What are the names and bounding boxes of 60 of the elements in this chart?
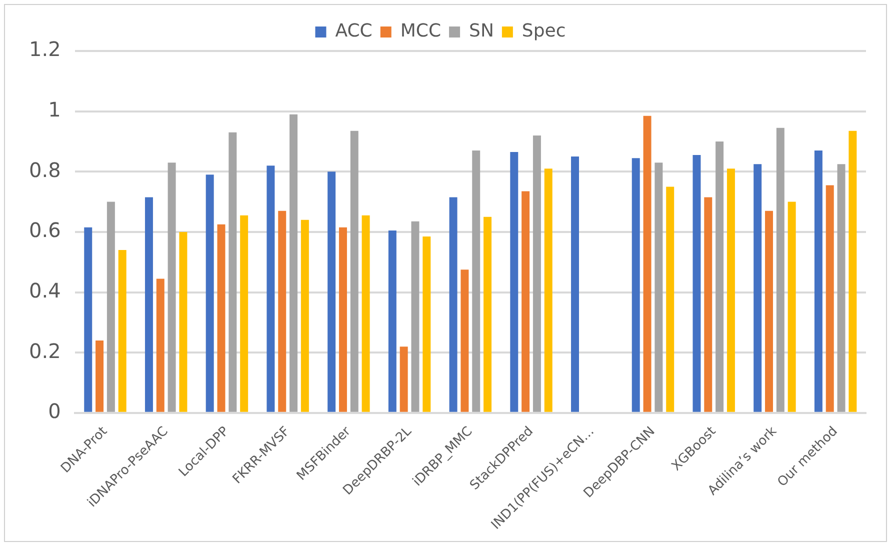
y-tick-label: 0.4 (28, 278, 61, 302)
bar (837, 164, 846, 412)
bar (643, 116, 652, 412)
bar (156, 278, 164, 412)
bar (472, 150, 480, 412)
bar (666, 186, 674, 412)
bar (704, 197, 712, 412)
bar (654, 162, 663, 412)
bar (776, 128, 784, 412)
bar (362, 215, 370, 412)
legend-label: SN (469, 20, 494, 42)
bar (84, 227, 92, 412)
bar (411, 221, 420, 412)
bar (350, 130, 358, 412)
bar (765, 210, 773, 412)
bar (788, 202, 796, 412)
legend-label: MCC (400, 20, 442, 42)
bar (726, 168, 735, 412)
y-tick-label: 1.2 (28, 37, 61, 62)
bar (422, 236, 431, 412)
bar (228, 132, 237, 412)
bar (544, 168, 552, 412)
y-tick-label: 0 (48, 399, 61, 424)
bar (522, 191, 530, 412)
bar (460, 270, 469, 412)
bar (266, 166, 275, 412)
bar (118, 250, 126, 412)
bar (692, 155, 701, 412)
bar (400, 346, 408, 412)
y-tick-label: 0.8 (28, 158, 61, 182)
bar (571, 156, 579, 412)
bar (168, 162, 176, 412)
bar (510, 152, 518, 412)
y-tick-label: 1 (48, 98, 61, 122)
bar (96, 340, 104, 412)
bar (754, 164, 762, 412)
bar (179, 232, 188, 412)
legend-label: ACC (335, 20, 372, 42)
bar (532, 135, 541, 412)
bar (328, 172, 336, 412)
bar (338, 227, 347, 412)
bar (106, 202, 115, 412)
y-tick-label: 0.2 (28, 338, 61, 363)
bar (206, 174, 214, 412)
bar (848, 130, 857, 412)
bar (144, 197, 153, 412)
bar (449, 197, 458, 412)
bar (814, 150, 822, 412)
y-tick-label: 0.6 (28, 218, 61, 242)
bar (716, 141, 724, 412)
bar (632, 158, 640, 412)
bar (290, 114, 298, 412)
legend-label: Spec (522, 20, 566, 42)
bar (278, 210, 286, 412)
bar (826, 185, 834, 412)
bar (388, 230, 396, 412)
bar (240, 215, 248, 412)
bar (300, 220, 309, 412)
bar (484, 216, 492, 412)
bar (217, 224, 226, 412)
